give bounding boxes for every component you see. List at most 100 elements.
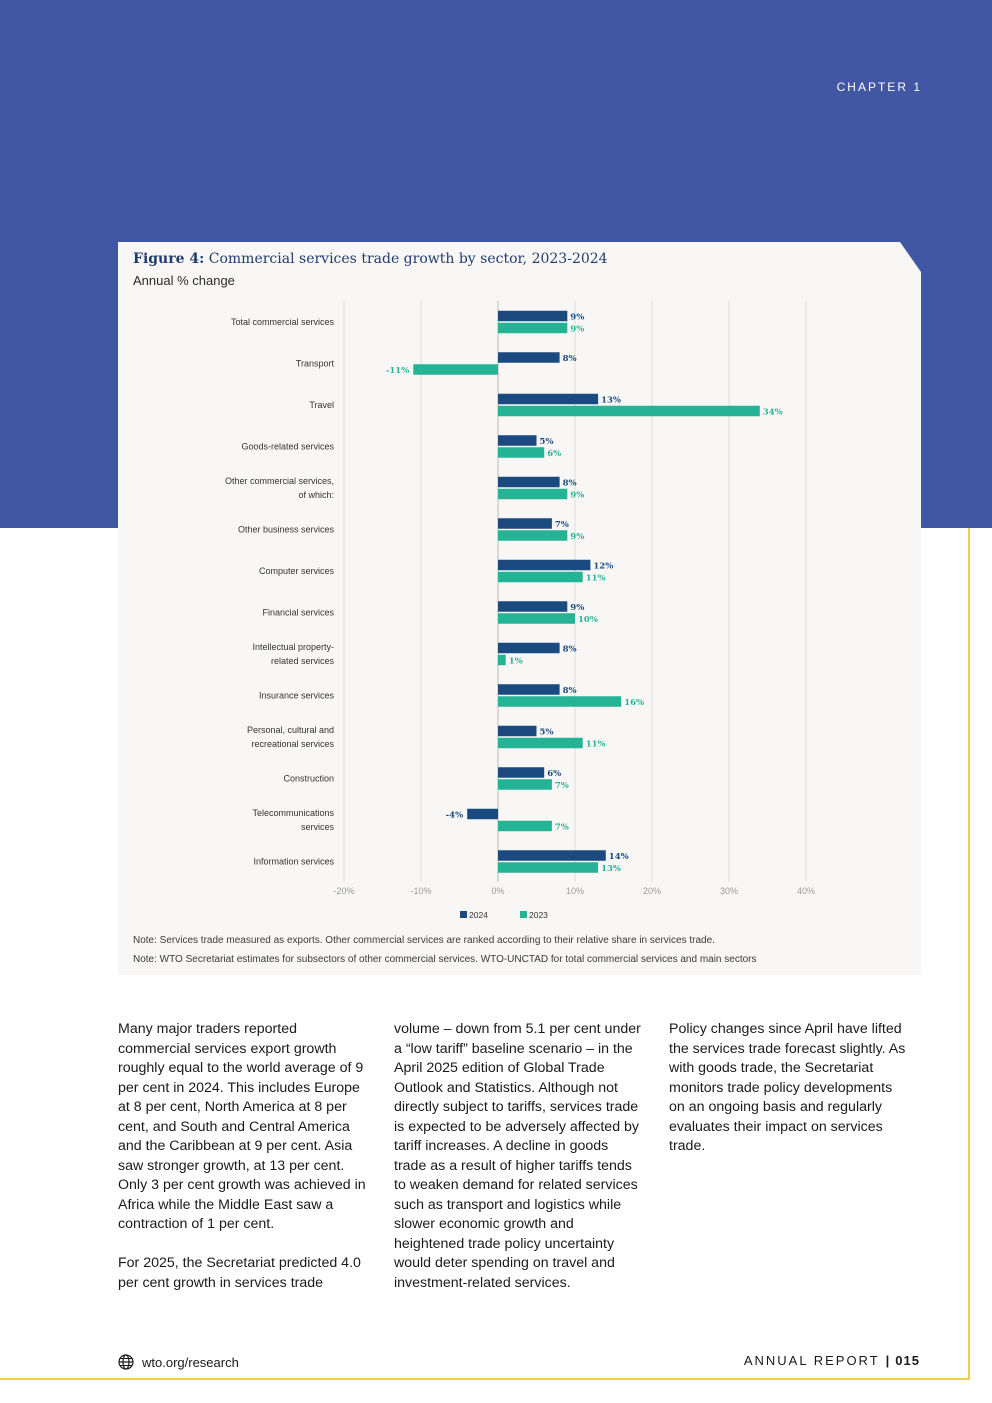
data-label: 5%: [540, 727, 554, 737]
data-label: 6%: [547, 449, 561, 459]
data-label: 9%: [570, 490, 584, 500]
data-label: 8%: [563, 686, 577, 696]
bar-2023: [498, 737, 583, 749]
bar-2024: [467, 808, 498, 820]
category-label: of which:: [298, 490, 334, 500]
data-label: 9%: [570, 532, 584, 542]
figure-subtitle: Annual % change: [133, 273, 235, 288]
bar-2023: [498, 447, 545, 458]
x-tick-label: 0%: [491, 886, 504, 896]
bar-2023: [498, 488, 568, 500]
data-label: 8%: [563, 478, 577, 488]
data-label: 10%: [578, 615, 598, 625]
data-label: 7%: [555, 822, 569, 832]
bar-2024: [498, 435, 537, 446]
bar-2024: [498, 850, 606, 861]
bar-2024: [498, 352, 560, 363]
category-label: related services: [271, 656, 335, 666]
x-tick-label: 40%: [797, 886, 815, 896]
figure-title: Figure 4: Commercial services trade grow…: [133, 251, 608, 267]
data-label: 9%: [570, 603, 584, 613]
bar-chart: -20% -10% 0% 10% 20% 30% 40% Total commercial s…: [225, 301, 815, 920]
bar-2023: [498, 862, 599, 873]
bar-2023: [498, 820, 552, 832]
figure-title-text: Commercial services trade growth by sect…: [204, 251, 608, 267]
category-label: Goods-related services: [241, 441, 334, 451]
x-tick-label: -10%: [410, 886, 431, 896]
category-label: Personal, cultural and: [247, 725, 334, 735]
paragraph: Many major traders reported commercial s…: [118, 1021, 366, 1232]
page-border-bottom: [0, 1378, 970, 1380]
page-number: 015: [895, 1353, 920, 1368]
bar-2024: [498, 476, 560, 488]
bar-2023: [498, 779, 552, 790]
legend-label: 2023: [529, 910, 548, 920]
category-label: services: [301, 822, 335, 832]
x-tick-label: 30%: [720, 886, 738, 896]
footer-link[interactable]: wto.org/research: [118, 1354, 239, 1370]
figure-title-number: Figure 4:: [133, 251, 205, 267]
category-label: Travel: [309, 400, 334, 410]
x-tick-label: -20%: [333, 886, 354, 896]
category-label: Total commercial services: [231, 317, 335, 327]
paragraph: Policy changes since April have lifted t…: [669, 1021, 906, 1154]
globe-icon: [118, 1354, 134, 1370]
data-label: 16%: [624, 698, 644, 708]
footer-separator: |: [885, 1353, 890, 1368]
category-label: Computer services: [259, 566, 335, 576]
category-label: Other business services: [238, 524, 335, 534]
data-label: 13%: [601, 864, 621, 874]
legend-swatch-2024: [460, 911, 467, 918]
category-label: Intellectual property-: [252, 642, 334, 652]
figure-note-2: Note: WTO Secretariat estimates for subs…: [133, 954, 757, 965]
bar-2023: [413, 364, 498, 375]
text-column-3: Policy changes since April have lifted t…: [669, 1020, 909, 1176]
bar-2024: [498, 684, 560, 695]
figure-4: Figure 4: Commercial services trade grow…: [118, 242, 921, 975]
bar-2023: [498, 613, 575, 624]
bar-2023: [498, 530, 568, 541]
report-label: ANNUAL REPORT: [743, 1353, 880, 1368]
bar-2023: [498, 405, 760, 417]
category-label: Construction: [283, 773, 334, 783]
bar-2023: [498, 322, 568, 334]
category-label: Telecommunications: [252, 808, 334, 818]
bar-2023: [498, 654, 506, 666]
text-column-2: volume – down from 5.1 per cent under a …: [394, 1020, 644, 1313]
data-label: 14%: [609, 852, 629, 862]
footer-page-info: ANNUAL REPORT | 015: [744, 1353, 920, 1368]
text-column-1: Many major traders reported commercial s…: [118, 1020, 368, 1313]
data-label: 7%: [555, 520, 569, 530]
data-label: -11%: [386, 366, 409, 376]
data-label: -4%: [446, 810, 464, 820]
data-label: 7%: [555, 781, 569, 791]
page-border-right: [968, 528, 970, 1380]
data-label: 11%: [586, 739, 606, 749]
data-label: 8%: [563, 354, 577, 364]
figure-note-1: Note: Services trade measured as exports…: [133, 935, 715, 946]
category-label: Information services: [253, 856, 334, 866]
data-label: 11%: [586, 573, 606, 583]
category-label: Financial services: [262, 607, 334, 617]
x-tick-label: 10%: [566, 886, 584, 896]
bar-2024: [498, 767, 545, 778]
bar-2024: [498, 393, 599, 405]
footer-link-text[interactable]: wto.org/research: [142, 1354, 239, 1370]
data-label: 9%: [570, 312, 584, 322]
data-label: 12%: [593, 561, 613, 571]
bar-2024: [498, 601, 568, 612]
data-label: 34%: [763, 407, 783, 417]
legend-label: 2024: [469, 910, 488, 920]
data-label: 6%: [547, 769, 561, 779]
chapter-label: CHAPTER 1: [836, 80, 922, 94]
category-label: Other commercial services,: [225, 476, 334, 486]
paragraph: For 2025, the Secretariat predicted 4.0 …: [118, 1255, 361, 1291]
category-label: Transport: [296, 358, 335, 368]
category-label: Insurance services: [259, 690, 335, 700]
bar-2024: [498, 518, 552, 529]
bar-2024: [498, 310, 568, 322]
data-label: 1%: [509, 656, 523, 666]
category-label: recreational services: [251, 739, 334, 749]
legend-swatch-2023: [520, 911, 527, 918]
data-label: 8%: [563, 644, 577, 654]
